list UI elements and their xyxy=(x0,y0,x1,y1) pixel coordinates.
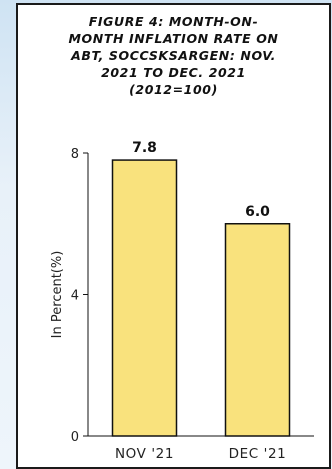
x-category-label: DEC '21 xyxy=(229,446,287,462)
y-tick-label: 4 xyxy=(71,289,79,304)
y-axis: 0 4 8 xyxy=(71,147,89,445)
x-category-label: NOV '21 xyxy=(115,446,174,462)
y-axis-title: In Percent(%) xyxy=(50,251,65,339)
bar-value-label: 6.0 xyxy=(245,204,270,220)
x-axis: NOV '21 DEC '21 xyxy=(88,435,314,462)
y-tick-label: 0 xyxy=(71,430,79,445)
bar-value-label: 7.8 xyxy=(132,140,157,156)
chart-title: FIGURE 4: MONTH-ON- MONTH INFLATION RATE… xyxy=(68,14,279,97)
data-labels: 7.8 6.0 xyxy=(132,140,270,220)
bars xyxy=(111,159,291,437)
bar xyxy=(224,223,291,437)
bar xyxy=(111,159,178,437)
y-tick-label: 8 xyxy=(71,147,79,162)
chart-frame: FIGURE 4: MONTH-ON- MONTH INFLATION RATE… xyxy=(16,3,331,469)
chart-plot: 0 4 8 NOV '21 DEC '21 7.8 6.0 In Percent(%) xyxy=(50,140,314,462)
